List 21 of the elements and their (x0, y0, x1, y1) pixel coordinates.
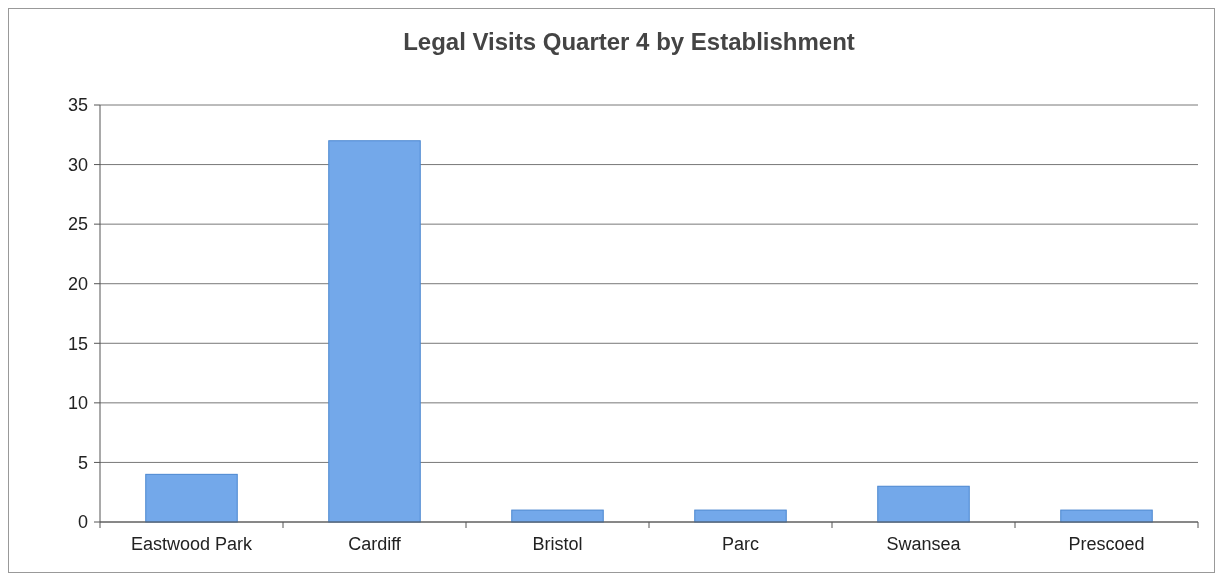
x-tick-label: Bristol (532, 534, 583, 554)
y-tick-label: 35 (67, 95, 88, 116)
y-tick-label: 25 (67, 214, 88, 235)
x-tick-label: Parc (721, 534, 760, 554)
bar (145, 473, 238, 523)
y-tick-label: 15 (67, 333, 88, 354)
x-tick-label: Eastwood Park (130, 534, 254, 554)
y-tick-label: 10 (67, 393, 88, 414)
bar (1060, 509, 1153, 523)
y-tick-label: 0 (77, 512, 88, 533)
chart-title: Legal Visits Quarter 4 by Establishment (403, 28, 855, 55)
bar (328, 140, 421, 523)
bar (511, 509, 604, 523)
y-tick-label: 20 (67, 274, 88, 295)
x-tick-label: Cardiff (348, 534, 402, 554)
x-tick-label: Prescoed (1068, 534, 1145, 554)
bar (877, 485, 970, 523)
x-tick-label: Swansea (886, 534, 962, 554)
y-tick-label: 30 (67, 154, 88, 175)
y-tick-label: 5 (77, 452, 88, 473)
bar (694, 509, 787, 523)
